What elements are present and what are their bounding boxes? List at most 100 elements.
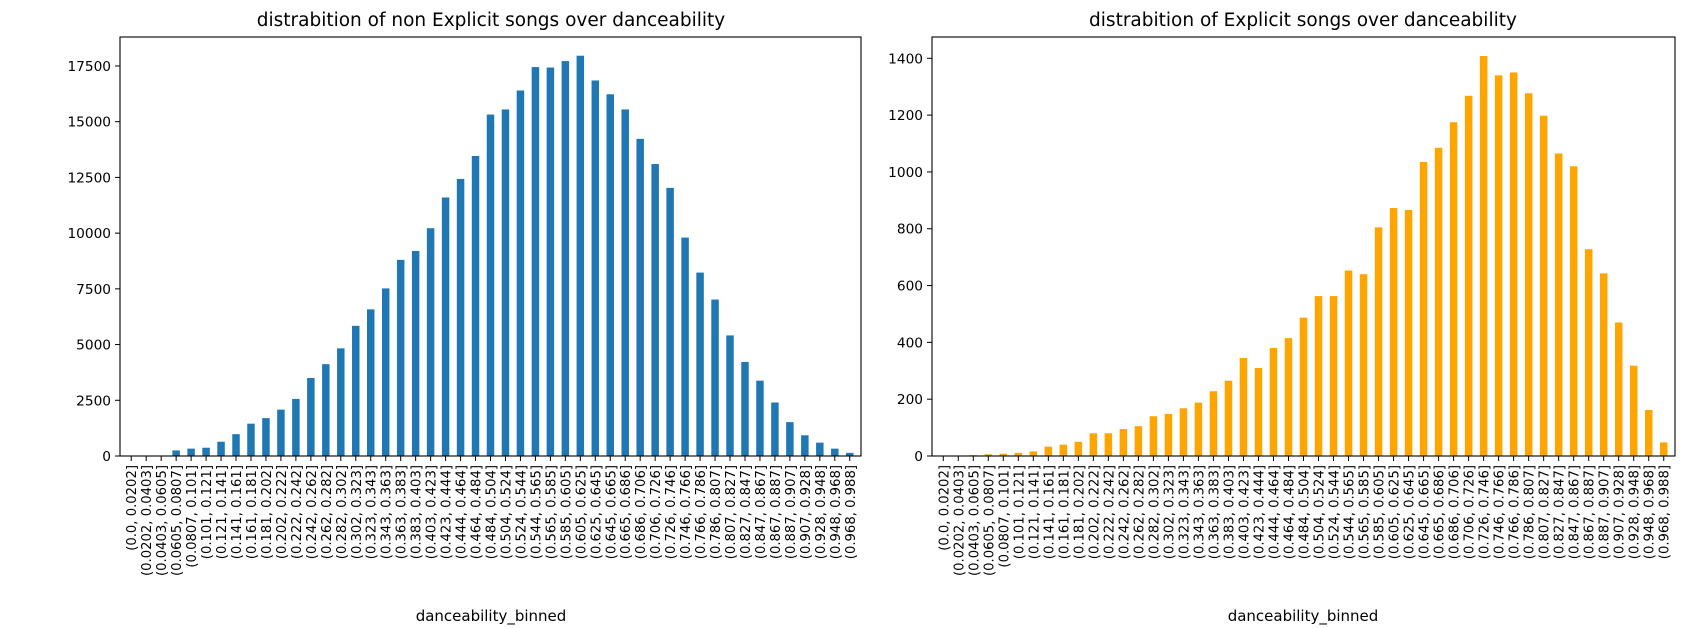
x-tick-label: (0.323, 0.343] (1177, 465, 1192, 559)
x-tick-label: (0.242, 0.262] (305, 465, 320, 559)
y-tick-label: 10000 (67, 226, 111, 242)
x-tick-label: (0.0403, 0.0605] (155, 465, 170, 576)
bar (232, 434, 240, 456)
x-tick-label: (0.565, 0.585] (1358, 465, 1373, 559)
bar (1554, 153, 1563, 456)
x-axis-label: danceability_binned (416, 607, 567, 626)
bar (352, 325, 360, 456)
x-tick-label: (0.605, 0.625] (574, 465, 589, 559)
y-tick-label: 0 (102, 449, 111, 465)
x-tick-label: (0.605, 0.625] (1388, 465, 1403, 559)
x-tick-label: (0.242, 0.262] (1117, 465, 1132, 559)
x-tick-label: (0.464, 0.484] (1282, 465, 1297, 559)
x-tick-label: (0.121, 0.141] (1027, 465, 1042, 559)
x-tick-label: (0.484, 0.504] (1298, 465, 1313, 559)
x-tick-label: (0.585, 0.605] (1373, 465, 1388, 559)
bar (217, 441, 225, 456)
chart-title: distrabition of Explicit songs over danc… (1089, 10, 1517, 31)
bar (636, 138, 644, 456)
x-tick-label: (0.0, 0.0202] (125, 465, 140, 551)
bar (984, 454, 993, 456)
bar (322, 364, 330, 456)
bar (561, 61, 570, 456)
x-tick-label: (0.665, 0.686] (1433, 465, 1448, 559)
bar (1194, 402, 1203, 456)
x-tick-label: (0.202, 0.222] (1087, 465, 1102, 559)
x-tick-label: (0.665, 0.686] (619, 465, 634, 559)
x-tick-label: (0.706, 0.726] (649, 465, 664, 559)
x-tick-label: (0.181, 0.202] (260, 465, 275, 559)
x-tick-label: (0.887, 0.907] (784, 465, 799, 559)
chart-non-explicit: distrabition of non Explicit songs over … (67, 10, 862, 626)
bar (1014, 452, 1023, 456)
bar (277, 409, 285, 456)
y-tick-label: 17500 (67, 59, 111, 75)
bar (307, 377, 315, 456)
bar (411, 250, 420, 456)
bar (1299, 317, 1308, 456)
x-tick-label: (0.282, 0.302] (335, 465, 350, 559)
x-tick-label: (0.645, 0.665] (1418, 465, 1433, 559)
x-tick-label: (0.928, 0.948] (1628, 465, 1643, 559)
bar (681, 237, 689, 456)
x-tick-label: (0.161, 0.181] (1057, 465, 1072, 559)
bar (606, 94, 614, 456)
x-tick-label: (0.524, 0.544] (1328, 465, 1343, 559)
bar (1629, 365, 1638, 456)
bar (337, 348, 345, 456)
bar (576, 55, 585, 456)
x-tick-label: (0.786, 0.807] (709, 465, 724, 559)
x-tick-label: (0.202, 0.222] (275, 465, 290, 559)
bar (1584, 249, 1593, 456)
bar (1494, 75, 1503, 456)
y-tick-label: 1200 (888, 108, 923, 124)
x-tick-label: (0.907, 0.928] (799, 465, 814, 559)
bar (1464, 95, 1473, 457)
bar (711, 299, 719, 456)
x-tick-label: (0.403, 0.423] (425, 465, 440, 559)
x-tick-label: (0.807, 0.827] (724, 465, 739, 559)
bar (1449, 122, 1458, 456)
x-tick-label: (0.0202, 0.0403] (952, 465, 967, 576)
x-tick-label: (0.444, 0.464] (455, 465, 470, 559)
x-tick-label: (0.807, 0.827] (1538, 465, 1553, 559)
x-tick-label: (0.948, 0.968] (829, 465, 844, 559)
bar (1404, 210, 1413, 456)
y-tick-label: 12500 (67, 170, 111, 186)
bar (621, 109, 629, 457)
bar (1569, 166, 1578, 456)
x-tick-label: (0.0807, 0.101] (997, 465, 1012, 568)
x-tick-label: (0.766, 0.786] (1508, 465, 1523, 559)
bar (1284, 338, 1293, 456)
bar (1659, 442, 1668, 456)
bar (456, 178, 465, 456)
x-tick-label: (0.101, 0.121] (200, 465, 215, 559)
x-tick-label: (0.565, 0.585] (544, 465, 559, 559)
bar (846, 452, 854, 456)
x-tick-label: (0.504, 0.524] (499, 465, 514, 559)
y-tick-label: 15000 (67, 115, 111, 131)
bar (756, 380, 764, 456)
x-tick-label: (0.181, 0.202] (1072, 465, 1087, 559)
bar (1119, 429, 1128, 456)
x-tick-label: (0.363, 0.383] (1207, 465, 1222, 559)
y-tick-label: 1000 (888, 165, 923, 181)
bar (546, 67, 555, 456)
bar (531, 67, 540, 456)
x-tick-label: (0.726, 0.746] (1478, 465, 1493, 559)
bar (1359, 274, 1368, 456)
bar (202, 447, 210, 456)
bar (381, 288, 390, 456)
bar (1029, 451, 1038, 456)
bar (1179, 408, 1188, 456)
x-tick-label: (0.423, 0.444] (440, 465, 455, 559)
x-tick-label: (0.524, 0.544] (514, 465, 529, 559)
bar (1074, 441, 1083, 456)
bar (1419, 161, 1428, 457)
bar (1479, 56, 1488, 456)
bar (786, 422, 794, 456)
bar (1134, 426, 1143, 456)
bar (1314, 296, 1323, 456)
x-tick-label: (0.343, 0.363] (380, 465, 395, 559)
